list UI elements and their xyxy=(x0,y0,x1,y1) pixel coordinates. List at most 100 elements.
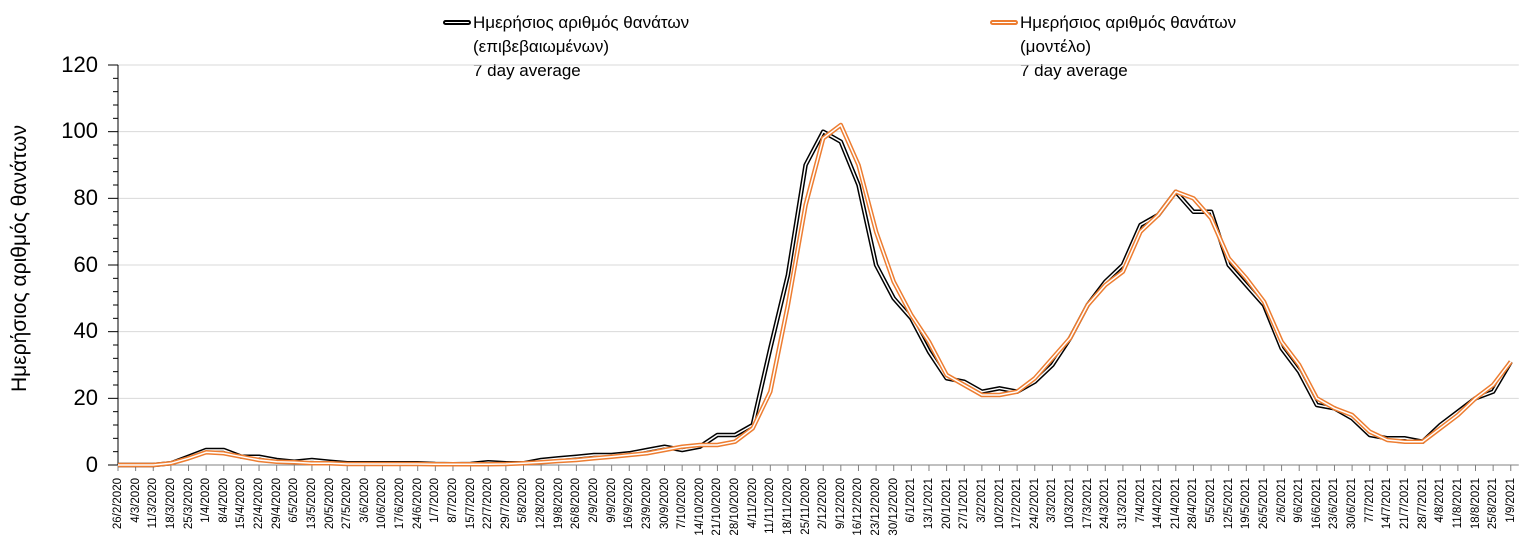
x-tick-label: 10/2/2021 xyxy=(993,478,1006,530)
x-tick-label: 18/8/2021 xyxy=(1469,478,1482,530)
x-tick-label: 5/8/2020 xyxy=(517,478,530,523)
x-tick-label: 6/5/2020 xyxy=(288,478,301,523)
x-tick-label: 25/8/2021 xyxy=(1487,478,1500,530)
x-tick-label: 6/1/2021 xyxy=(905,478,918,523)
x-tick-label: 23/12/2020 xyxy=(870,478,883,536)
x-tick-label: 1/9/2021 xyxy=(1504,478,1517,523)
x-tick-label: 4/8/2021 xyxy=(1434,478,1447,523)
x-tick-label: 25/11/2020 xyxy=(799,478,812,535)
x-tick-label: 1/7/2020 xyxy=(429,478,442,523)
x-tick-label: 23/6/2021 xyxy=(1328,478,1341,530)
x-tick-label: 3/2/2021 xyxy=(975,478,988,523)
x-tick-label: 11/11/2020 xyxy=(764,478,777,534)
x-tick-label: 28/7/2021 xyxy=(1416,478,1429,530)
x-tick-label: 29/4/2020 xyxy=(270,478,283,530)
x-tick-label: 26/5/2021 xyxy=(1257,478,1270,530)
x-tick-label: 30/12/2020 xyxy=(887,478,900,536)
legend-model-line2: (μοντέλο) xyxy=(1020,37,1092,56)
x-tick-label: 22/4/2020 xyxy=(253,478,266,530)
x-tick-label: 16/12/2020 xyxy=(852,478,865,536)
x-tick-label: 10/6/2020 xyxy=(376,478,389,530)
x-tick-label: 9/12/2020 xyxy=(834,478,847,530)
x-tick-label: 18/11/2020 xyxy=(781,478,794,535)
line-inner-highlight xyxy=(118,130,1512,466)
x-tick-label: 5/5/2021 xyxy=(1205,478,1218,523)
x-tick-label: 16/6/2021 xyxy=(1310,478,1323,530)
y-tick-label: 80 xyxy=(73,185,98,210)
x-tick-label: 9/9/2020 xyxy=(605,478,618,523)
x-tick-label: 1/4/2020 xyxy=(200,478,213,523)
x-tick-label: 28/4/2021 xyxy=(1187,478,1200,530)
axes xyxy=(108,64,1519,471)
legend-confirmed-line1: Ημερήσιος αριθμός θανάτων xyxy=(473,13,690,32)
x-tick-label: 4/3/2020 xyxy=(129,478,142,523)
x-tick-label: 30/6/2021 xyxy=(1346,478,1359,530)
x-tick-label: 7/10/2020 xyxy=(676,478,689,530)
x-tick-label: 25/3/2020 xyxy=(182,478,195,530)
x-tick-label: 2/12/2020 xyxy=(817,478,830,530)
x-tick-label: 17/3/2021 xyxy=(1081,478,1094,530)
x-tick-label: 9/6/2021 xyxy=(1293,478,1306,523)
x-tick-label: 15/7/2020 xyxy=(464,478,477,530)
x-tick-label: 19/8/2020 xyxy=(552,478,565,530)
x-tick-label: 26/8/2020 xyxy=(570,478,583,530)
model-deaths-line xyxy=(118,122,1513,468)
x-tick-label: 22/7/2020 xyxy=(482,478,495,530)
x-tick-label: 8/7/2020 xyxy=(446,478,459,523)
legend-confirmed: Ημερήσιος αριθμός θανάτων (επιβεβαιωμένω… xyxy=(443,11,689,83)
series-lines xyxy=(118,122,1513,468)
x-tick-label: 23/9/2020 xyxy=(640,478,653,530)
x-tick-label: 30/9/2020 xyxy=(658,478,671,530)
x-tick-label: 27/1/2021 xyxy=(958,478,971,530)
legend-line-black-icon xyxy=(443,20,471,25)
x-tick-label: 12/8/2020 xyxy=(535,478,548,530)
x-tick-label: 14/7/2021 xyxy=(1381,478,1394,530)
y-tick-label: 20 xyxy=(73,385,98,410)
legend-model: Ημερήσιος αριθμός θανάτων (μοντέλο) 7 da… xyxy=(990,11,1236,83)
x-tick-label: 18/3/2020 xyxy=(164,478,177,530)
x-tick-label: 19/5/2021 xyxy=(1240,478,1253,530)
x-tick-label: 26/2/2020 xyxy=(112,478,124,530)
x-tick-label: 17/6/2020 xyxy=(394,478,407,530)
x-tick-label: 28/10/2020 xyxy=(729,478,742,536)
y-tick-label: 100 xyxy=(61,118,98,143)
x-tick-label: 13/5/2020 xyxy=(305,478,318,530)
x-tick-label: 2/6/2021 xyxy=(1275,478,1288,523)
x-tick-label: 15/4/2020 xyxy=(235,478,248,530)
x-tick-label: 20/1/2021 xyxy=(940,478,953,530)
x-tick-label: 13/1/2021 xyxy=(922,478,935,530)
legend-confirmed-line2: (επιβεβαιωμένων) xyxy=(473,37,610,56)
x-tick-label: 31/3/2021 xyxy=(1116,478,1129,530)
y-tick-label: 60 xyxy=(73,252,98,277)
x-tick-label: 11/8/2021 xyxy=(1451,478,1464,529)
legend-confirmed-line3: 7 day average xyxy=(473,61,581,80)
x-tick-label: 3/3/2021 xyxy=(1046,478,1059,523)
line-inner-highlight xyxy=(118,124,1512,466)
x-tick-label: 7/7/2021 xyxy=(1363,478,1376,523)
x-tick-label: 14/10/2020 xyxy=(693,478,706,536)
y-tick-label: 120 xyxy=(61,52,98,77)
confirmed-deaths-line xyxy=(118,129,1513,468)
x-tick-label: 11/3/2020 xyxy=(147,478,160,529)
legend-model-line1: Ημερήσιος αριθμός θανάτων xyxy=(1020,13,1237,32)
x-tick-label: 20/5/2020 xyxy=(323,478,336,530)
x-tick-label: 3/6/2020 xyxy=(358,478,371,523)
x-tick-label: 21/7/2021 xyxy=(1398,478,1411,530)
x-tick-label: 24/2/2021 xyxy=(1028,478,1041,530)
x-tick-label: 24/3/2021 xyxy=(1099,478,1112,530)
x-tick-label: 2/9/2020 xyxy=(588,478,600,523)
x-tick-label: 8/4/2020 xyxy=(217,478,230,523)
legend-line-orange-icon xyxy=(990,20,1018,25)
x-tick-label: 21/10/2020 xyxy=(711,478,724,536)
x-tick-label: 10/3/2021 xyxy=(1064,478,1077,530)
y-tick-label: 40 xyxy=(73,318,98,343)
x-tick-label: 12/5/2021 xyxy=(1222,478,1235,530)
x-tick-label: 4/11/2020 xyxy=(746,478,759,529)
x-tick-label: 14/4/2021 xyxy=(1152,478,1165,530)
gridlines xyxy=(118,64,1519,399)
y-tick-label: 0 xyxy=(85,452,98,477)
x-tick-label: 7/4/2021 xyxy=(1134,478,1147,523)
x-tick-label: 17/2/2021 xyxy=(1011,478,1024,530)
x-tick-label: 29/7/2020 xyxy=(499,478,512,530)
